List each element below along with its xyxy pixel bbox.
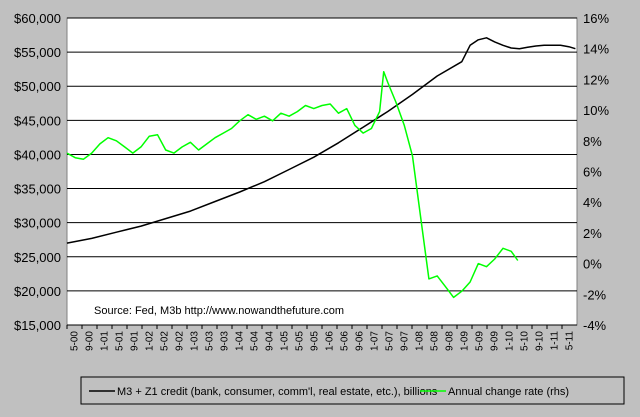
legend-label: Annual change rate (rhs) — [448, 386, 569, 398]
legend-box — [80, 376, 625, 405]
x-tick-label: 9-05 — [310, 331, 321, 351]
x-tick-label: 5-03 — [205, 331, 216, 351]
x-tick-label: 9-08 — [445, 331, 456, 351]
x-axis: 5-00 9-00 1-01 5-01 9-01 1-02 5-02 9-02 1-03 5-03… — [66, 325, 576, 351]
legend-label: M3 + Z1 credit (bank, consumer, comm'l, … — [117, 386, 438, 398]
x-tick-label: 1-07 — [370, 331, 381, 351]
x-tick-label: 5-11 — [565, 331, 576, 351]
x-tick-label: 5-02 — [160, 331, 171, 351]
series-lines — [66, 37, 576, 299]
right-tick-label: 16% — [583, 11, 609, 26]
x-tick-label: 9-09 — [490, 331, 501, 351]
right-tick-label: -4% — [583, 318, 607, 333]
x-tick-label: 5-10 — [520, 331, 531, 351]
left-tick-label: $35,000 — [14, 182, 61, 197]
x-tick-label: 1-06 — [325, 331, 336, 351]
x-tick-label: 9-04 — [265, 331, 276, 351]
left-tick-label: $60,000 — [14, 11, 61, 26]
right-tick-label: 14% — [583, 42, 609, 57]
left-tick-label: $25,000 — [14, 250, 61, 265]
x-tick-label: 1-01 — [100, 331, 111, 351]
x-tick-label: 1-03 — [190, 331, 201, 351]
x-tick-label: 5-07 — [385, 331, 396, 351]
x-tick-label: 1-08 — [415, 331, 426, 351]
left-tick-label: $30,000 — [14, 216, 61, 231]
left-tick-label: $15,000 — [14, 318, 61, 333]
gridlines — [67, 17, 577, 326]
x-tick-label: 5-09 — [475, 331, 486, 351]
left-tick-label: $45,000 — [14, 113, 61, 128]
x-tick-label: 5-08 — [430, 331, 441, 351]
right-tick-label: 6% — [583, 165, 602, 180]
x-tick-label: 9-03 — [220, 331, 231, 351]
x-tick-label: 1-04 — [235, 331, 246, 351]
right-tick-label: -2% — [583, 287, 607, 302]
source-note: Source: Fed, M3b http://www.nowandthefut… — [94, 305, 344, 317]
left-tick-label: $55,000 — [14, 45, 61, 60]
right-y-axis: -4% -2% 0% 2% 4% 6% 8% 10% 12% 14% 16% — [583, 11, 609, 333]
right-tick-label: 0% — [583, 257, 602, 272]
x-tick-label: 5-06 — [340, 331, 351, 351]
x-tick-label: 1-11 — [550, 331, 561, 351]
x-tick-label: 5-05 — [295, 331, 306, 351]
x-tick-label: 9-00 — [85, 331, 96, 351]
x-tick-label: 1-10 — [505, 331, 516, 351]
x-tick-label: 1-02 — [145, 331, 156, 351]
left-tick-label: $40,000 — [14, 147, 61, 162]
right-tick-label: 12% — [583, 72, 609, 87]
left-tick-label: $20,000 — [14, 284, 61, 299]
legend: M3 + Z1 credit (bank, consumer, comm'l, … — [89, 386, 569, 398]
right-tick-label: 8% — [583, 134, 602, 149]
right-tick-label: 2% — [583, 226, 602, 241]
x-tick-label: 9-07 — [400, 331, 411, 351]
x-tick-label: 5-01 — [115, 331, 126, 351]
x-tick-label: 9-10 — [535, 331, 546, 351]
x-tick-label: 5-04 — [250, 331, 261, 351]
x-tick-label: 9-01 — [130, 331, 141, 351]
left-y-axis: $15,000 $20,000 $25,000 $30,000 $35,000 $40,0… — [14, 11, 61, 333]
left-tick-label: $50,000 — [14, 79, 61, 94]
plot-area — [66, 17, 578, 326]
series-line-1 — [66, 37, 576, 244]
right-tick-label: 10% — [583, 103, 609, 118]
x-tick-label: 9-02 — [175, 331, 186, 351]
x-tick-label: 1-05 — [280, 331, 291, 351]
x-tick-label: 9-06 — [355, 331, 366, 351]
series-line-2 — [66, 70, 519, 299]
x-tick-label: 1-09 — [460, 331, 471, 351]
right-tick-label: 4% — [583, 195, 602, 210]
x-tick-label: 5-00 — [70, 331, 81, 351]
